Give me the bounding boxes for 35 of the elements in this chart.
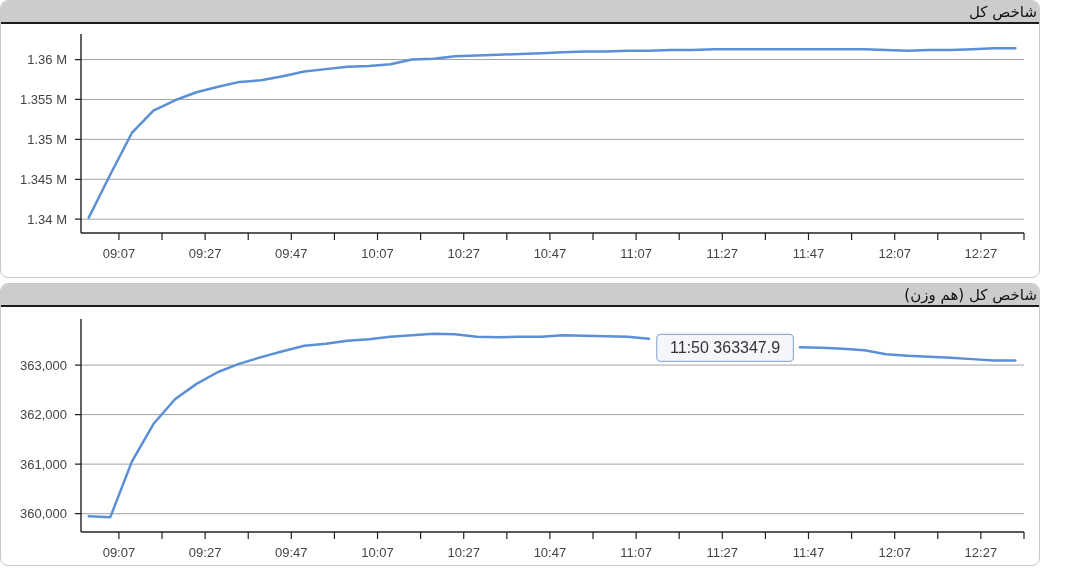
annotation: 11:50 363347.9 xyxy=(670,339,781,357)
y-tick-label: 1.34 M xyxy=(27,211,67,227)
y-tick-label: 1.35 M xyxy=(27,131,67,147)
x-tick-label: 11:27 xyxy=(706,544,739,560)
x-tick-label: 10:47 xyxy=(533,245,567,261)
x-tick-label: 11:27 xyxy=(706,245,739,261)
x-tick-label: 12:07 xyxy=(878,245,911,261)
x-tick-label: 11:07 xyxy=(620,544,652,560)
x-tick-label: 10:47 xyxy=(533,544,567,560)
x-tick-label: 09:47 xyxy=(275,544,308,560)
x-tick-label: 11:07 xyxy=(620,245,652,261)
y-tick-label: 360,000 xyxy=(20,506,67,522)
chart-title: شاخص کل (هم وزن) xyxy=(904,286,1037,304)
x-tick-label: 09:27 xyxy=(188,544,222,560)
x-tick-label: 09:47 xyxy=(275,245,308,261)
x-tick-label: 10:27 xyxy=(447,544,480,560)
x-tick-label: 11:47 xyxy=(792,544,825,560)
x-tick-label: 09:07 xyxy=(102,245,136,261)
chart-title: شاخص کل xyxy=(968,3,1037,21)
x-tick-label: 09:27 xyxy=(188,245,222,261)
x-tick-label: 12:07 xyxy=(878,544,911,560)
x-tick-label: 10:27 xyxy=(447,245,480,261)
x-tick-label: 11:47 xyxy=(792,245,825,261)
x-tick-label: 10:07 xyxy=(361,245,394,261)
y-tick-label: 1.345 M xyxy=(20,171,67,187)
y-tick-label: 361,000 xyxy=(20,456,67,472)
y-tick-label: 363,000 xyxy=(20,357,67,373)
y-tick-label: 362,000 xyxy=(20,407,67,423)
x-tick-label: 12:27 xyxy=(964,544,998,560)
line-series xyxy=(87,47,1017,219)
y-tick-label: 1.355 M xyxy=(20,91,67,107)
y-tick-label: 1.36 M xyxy=(27,52,67,68)
x-tick-label: 10:07 xyxy=(361,544,394,560)
x-tick-label: 12:27 xyxy=(964,245,998,261)
x-tick-label: 09:07 xyxy=(102,544,136,560)
